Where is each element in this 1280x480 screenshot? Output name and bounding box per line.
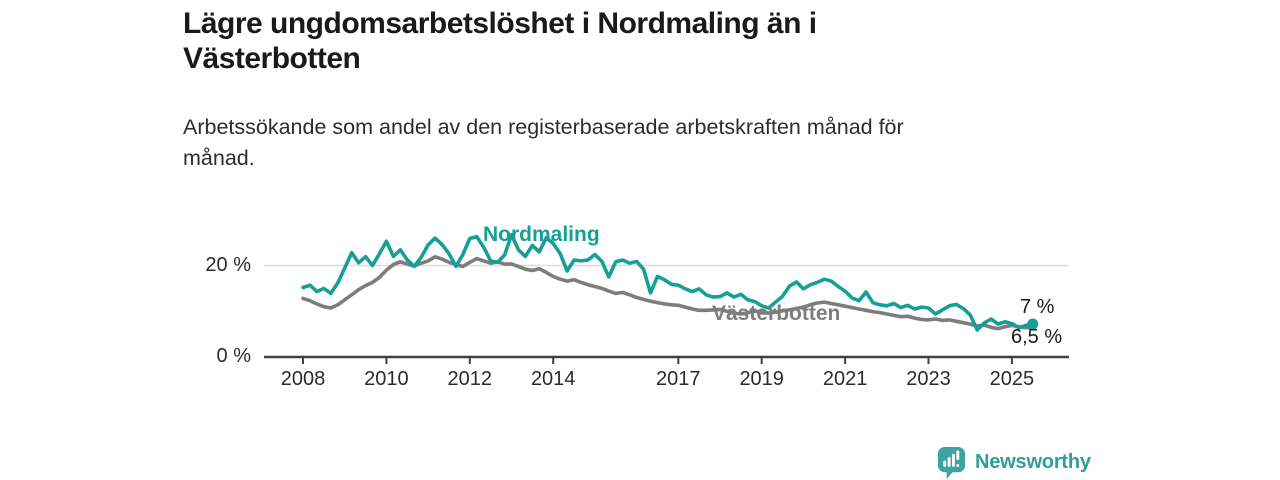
- page-title: Lägre ungdomsarbetslöshet i Nordmaling ä…: [183, 7, 817, 76]
- y-tick-label-0: 0 %: [216, 345, 251, 367]
- end-value-västerbotten: 6,5 %: [1011, 326, 1063, 348]
- x-tick-label-2012: 2012: [447, 368, 493, 390]
- series-label-nordmaling: Nordmaling: [483, 223, 600, 246]
- x-tick-label-2008: 2008: [280, 368, 326, 390]
- chart-subtitle: Arbetssökande som andel av den registerb…: [183, 115, 904, 170]
- newsworthy-logo-icon: [937, 447, 966, 479]
- x-tick-label-2021: 2021: [822, 368, 868, 390]
- y-tick-label-20: 20 %: [205, 253, 251, 276]
- series-label-västerbotten: Västerbotten: [712, 302, 841, 325]
- x-tick-label-2014: 2014: [530, 368, 576, 390]
- x-tick-label-2019: 2019: [739, 368, 784, 390]
- x-tick-label-2025: 2025: [989, 368, 1035, 390]
- brand-name: Newsworthy: [975, 451, 1091, 473]
- västerbotten-line: [301, 254, 1035, 331]
- brand-footer: Newsworthy: [936, 445, 1091, 480]
- nordmaling-line: [301, 233, 1035, 332]
- end-value-nordmaling: 7 %: [1020, 296, 1055, 318]
- x-tick-label-2010: 2010: [364, 368, 409, 390]
- nordmaling-end-dot: [1027, 318, 1039, 330]
- x-tick-label-2023: 2023: [906, 368, 951, 390]
- x-tick-label-2017: 2017: [656, 368, 701, 390]
